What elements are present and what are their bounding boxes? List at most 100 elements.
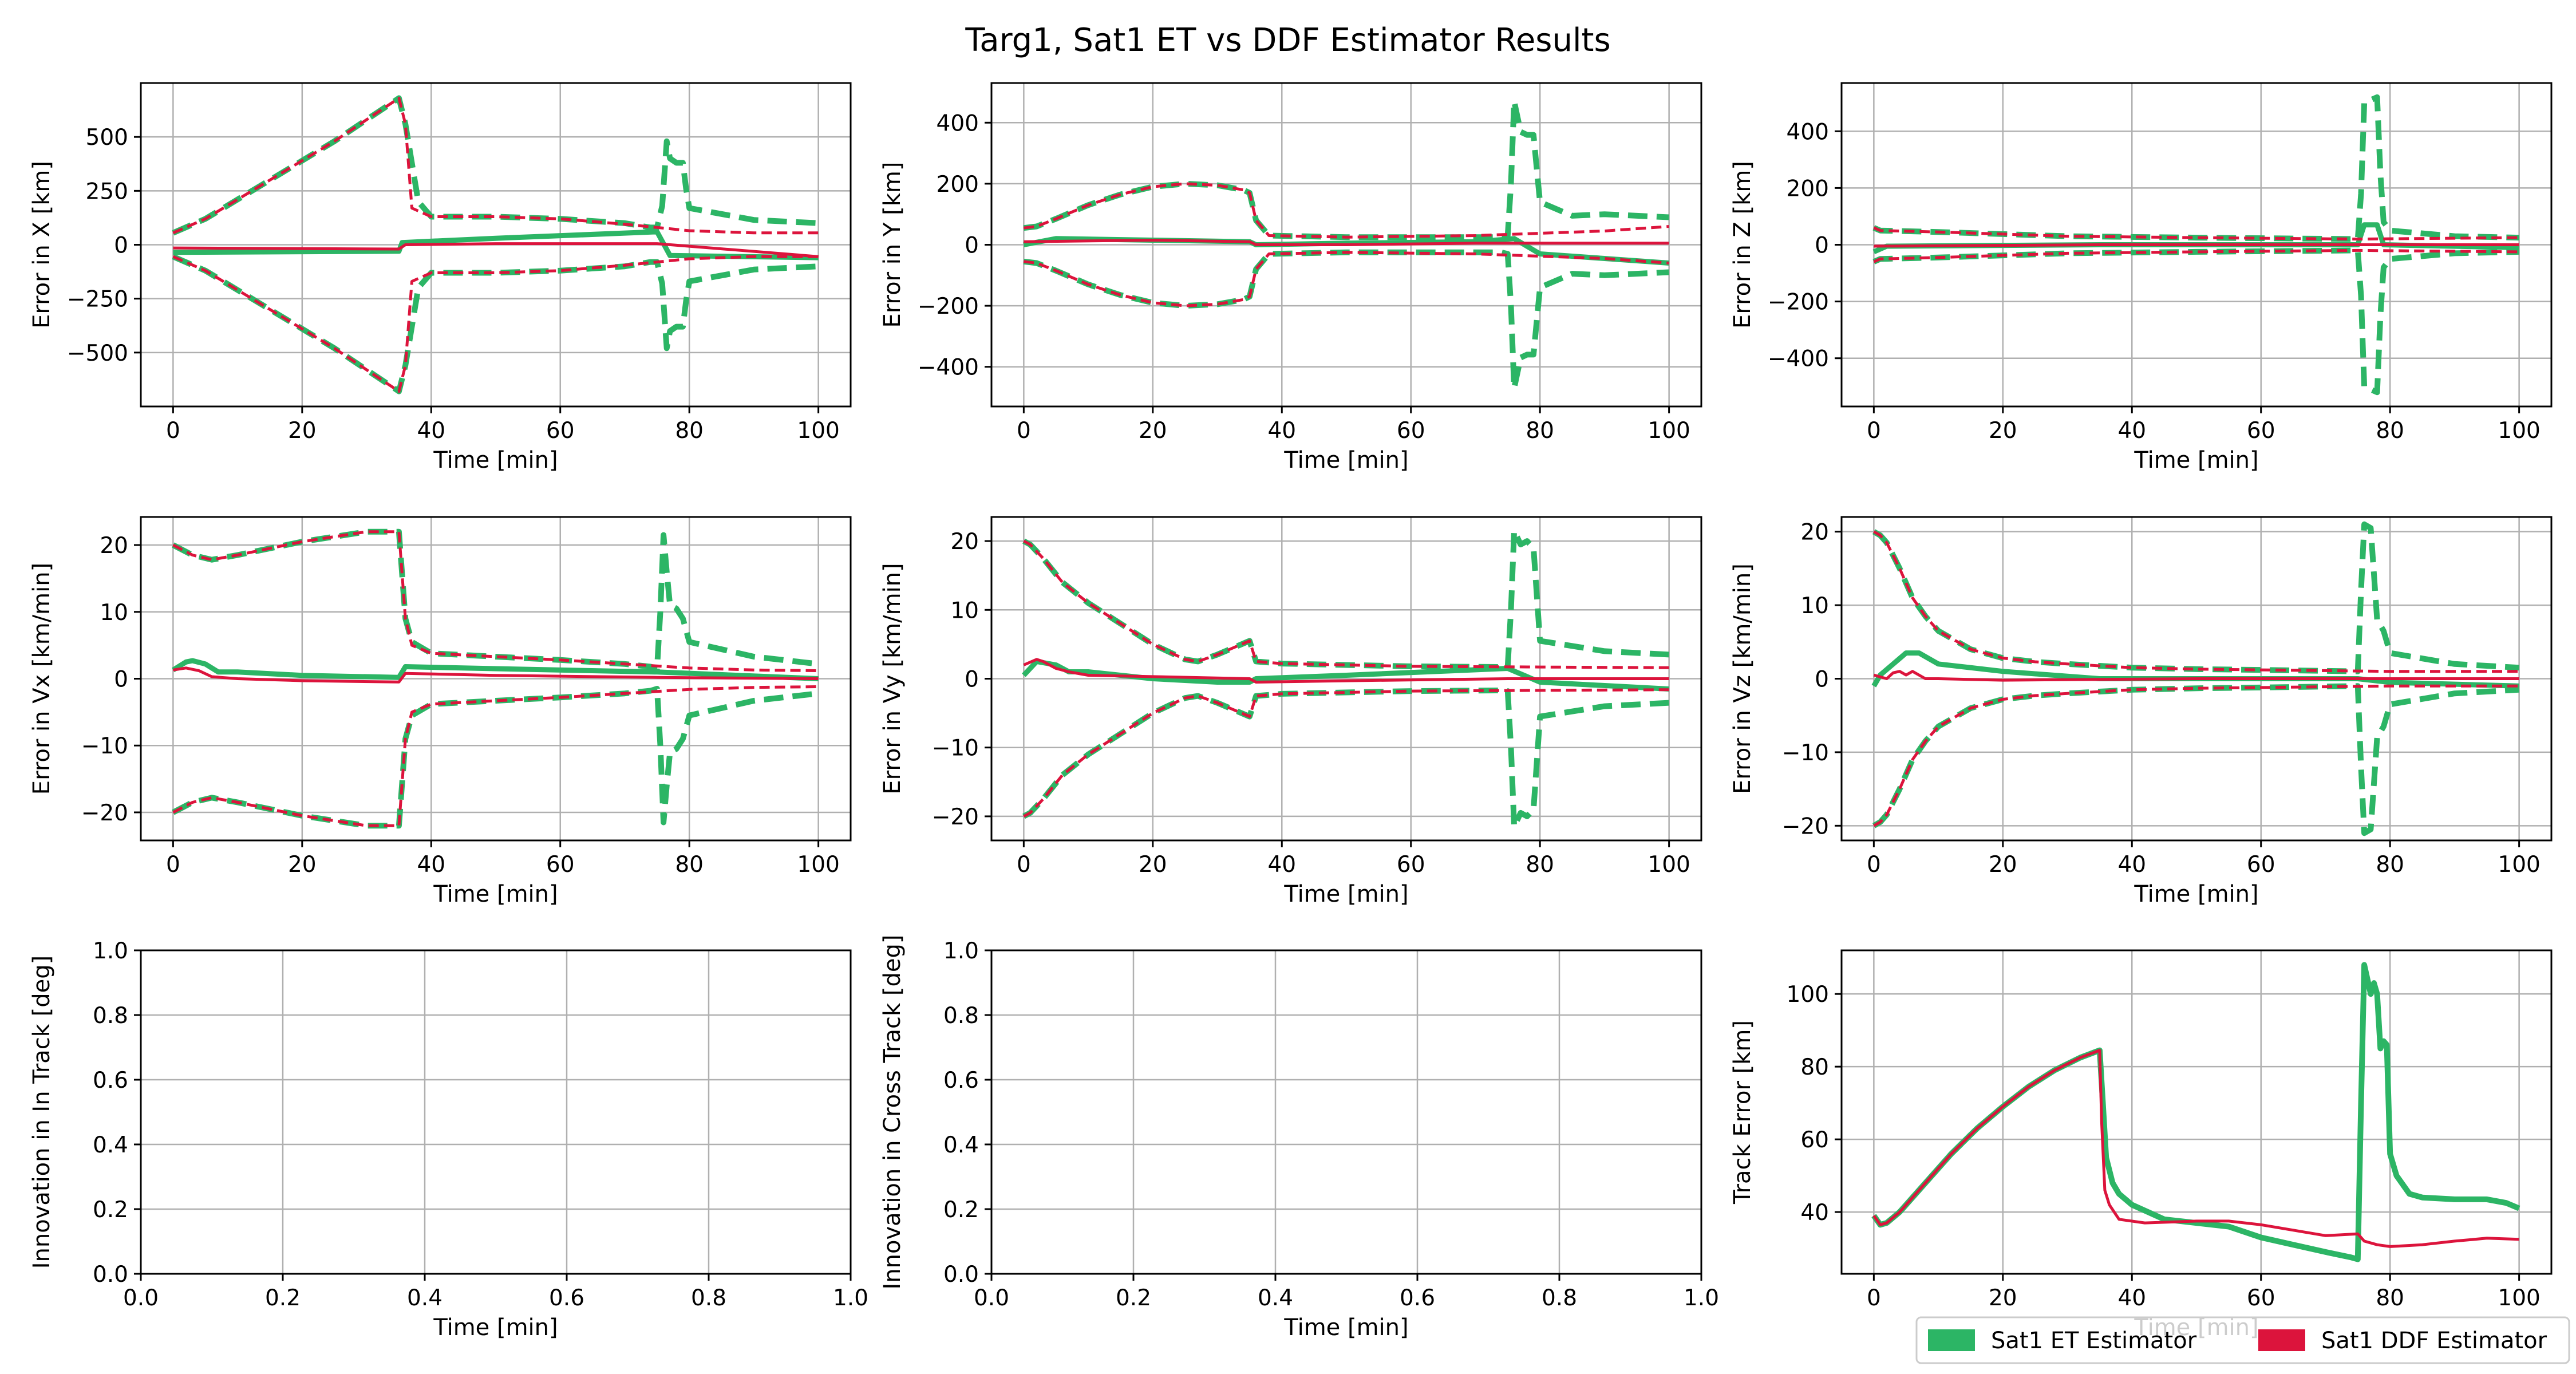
y-tick-label: 1.0 — [93, 938, 128, 964]
axes-frame — [1840, 949, 2553, 1275]
y-tick-label: 400 — [937, 110, 979, 136]
axes-frame — [140, 949, 852, 1275]
y-tick-label: 1.0 — [943, 938, 979, 964]
subplot-1: 0 20 40 60 80 100 −500 −250 0 250 500 Time [min] Err… — [29, 82, 852, 473]
y-tick-label: −250 — [67, 287, 128, 313]
subplot-5: 0 20 40 60 80 100 −20 −10 0 10 20 Time [min] Error i… — [879, 516, 1702, 907]
legend-label-ddf: Sat1 DDF Estimator — [2321, 1328, 2547, 1354]
series-ddf-bound-upper — [172, 530, 819, 672]
y-tick-label: 0.8 — [93, 1003, 128, 1029]
x-tick-label: 20 — [288, 418, 317, 444]
series-ddf-err — [173, 666, 819, 684]
x-tick-label: 0.0 — [123, 1285, 159, 1311]
y-tick-label: 0 — [114, 667, 128, 693]
y-axis-label: Innovation in In Track [deg] — [29, 956, 55, 1269]
x-tick-label: 100 — [2498, 1285, 2540, 1311]
y-tick-label: 0 — [114, 233, 128, 259]
series-ddf-track — [1872, 1049, 2519, 1248]
x-axis-label: Time [min] — [1283, 1314, 1408, 1341]
axes-frame — [990, 949, 1702, 1275]
y-tick-label: −200 — [1768, 290, 1829, 315]
y-tick-label: 0.2 — [93, 1197, 128, 1223]
series-et-bound-upper — [1022, 528, 1669, 670]
y-tick-label: 200 — [1787, 176, 1829, 202]
x-axis-label: Time [min] — [1283, 881, 1408, 907]
x-tick-label: 60 — [1397, 418, 1425, 444]
x-tick-label: 100 — [797, 418, 839, 444]
x-tick-label: 0 — [1867, 852, 1881, 878]
y-tick-label: 400 — [1787, 119, 1829, 145]
plot-area — [1871, 962, 2520, 1262]
x-axis-label: Time [min] — [1283, 447, 1408, 473]
x-tick-label: 100 — [797, 852, 839, 878]
y-tick-label: −20 — [81, 800, 128, 826]
y-tick-label: −10 — [1782, 740, 1829, 766]
y-tick-label: −20 — [1782, 814, 1829, 839]
y-axis-label: Innovation in Cross Track [deg] — [879, 934, 906, 1289]
y-axis-label: Error in Vx [km/min] — [29, 563, 55, 795]
x-tick-label: 0.2 — [1116, 1285, 1151, 1311]
x-tick-label: 0 — [1017, 852, 1031, 878]
y-tick-label: 0.0 — [943, 1262, 979, 1288]
x-tick-label: 60 — [2247, 852, 2275, 878]
y-tick-label: 0 — [1815, 667, 1829, 693]
subplot-8: 0.0 0.2 0.4 0.6 0.8 1.0 0.0 0.2 0.4 0.6 0.8 1.0 Time… — [879, 934, 1719, 1341]
x-tick-label: 80 — [2376, 1285, 2404, 1311]
x-tick-label: 0.4 — [407, 1285, 442, 1311]
x-tick-label: 100 — [2498, 418, 2540, 444]
y-tick-label: 10 — [1800, 593, 1829, 619]
series-et-bound-lower — [1022, 687, 1669, 830]
y-tick-label: −10 — [81, 733, 128, 759]
x-tick-label: 1.0 — [833, 1285, 868, 1311]
series-ddf-err — [1874, 243, 2519, 248]
x-tick-label: 80 — [1526, 418, 1554, 444]
x-tick-label: 20 — [1989, 1285, 2017, 1311]
x-tick-label: 40 — [2117, 852, 2146, 878]
x-tick-label: 60 — [546, 852, 575, 878]
x-tick-label: 0.2 — [265, 1285, 301, 1311]
x-tick-label: 40 — [2117, 1285, 2146, 1311]
series-ddf-bound-lower — [1873, 684, 2519, 827]
y-tick-label: 0 — [965, 233, 979, 259]
figure-title: Targ1, Sat1 ET vs DDF Estimator Results — [965, 22, 1610, 59]
plot-area — [172, 528, 819, 829]
subplot-7: 0.0 0.2 0.4 0.6 0.8 1.0 0.0 0.2 0.4 0.6 0.8 1.0 Time… — [29, 938, 868, 1341]
series-ddf-bound-upper — [1024, 182, 1669, 239]
y-tick-label: 0.6 — [93, 1068, 128, 1093]
y-tick-label: 0.4 — [943, 1132, 979, 1158]
y-tick-label: 250 — [86, 179, 128, 204]
y-axis-label: Error in Vz [km/min] — [1729, 563, 1756, 794]
x-tick-label: 40 — [417, 418, 445, 444]
series-ddf-bound-lower — [1873, 248, 2519, 263]
x-tick-label: 0.4 — [1258, 1285, 1293, 1311]
y-tick-label: 0.4 — [93, 1132, 128, 1158]
x-tick-label: 0.0 — [974, 1285, 1009, 1311]
series-ddf-bound-lower — [1024, 251, 1669, 307]
x-tick-label: 60 — [2247, 418, 2275, 444]
series-ddf-bound-upper — [172, 96, 819, 235]
legend-label-et: Sat1 ET Estimator — [1991, 1328, 2197, 1354]
y-axis-label: Error in Z [km] — [1729, 161, 1756, 329]
series-ddf-bound-upper — [1023, 539, 1669, 669]
y-tick-label: 10 — [950, 598, 979, 623]
series-et-err — [172, 658, 819, 681]
x-tick-label: 80 — [675, 418, 704, 444]
y-axis-label: Track Error [km] — [1729, 1020, 1756, 1205]
x-tick-label: 20 — [288, 852, 317, 878]
subplot-2: 0 20 40 60 80 100 −400 −200 0 200 400 Time [min] Err… — [879, 82, 1702, 473]
series-ddf-bound-lower — [172, 685, 819, 827]
series-ddf-err — [1024, 239, 1669, 246]
y-tick-label: 60 — [1800, 1127, 1829, 1153]
series-et-err — [173, 229, 819, 260]
y-tick-label: −500 — [67, 341, 128, 366]
y-tick-label: −10 — [932, 736, 979, 761]
y-tick-label: 100 — [1787, 982, 1829, 1008]
x-tick-label: 100 — [2498, 852, 2540, 878]
series-et-bound-upper — [1023, 98, 1669, 240]
y-axis-label: Error in Y [km] — [879, 162, 906, 328]
x-tick-label: 40 — [1267, 418, 1296, 444]
x-tick-label: 0 — [1017, 418, 1031, 444]
series-ddf-err — [1873, 670, 2519, 682]
x-tick-label: 80 — [2376, 418, 2404, 444]
x-tick-label: 100 — [1647, 852, 1690, 878]
